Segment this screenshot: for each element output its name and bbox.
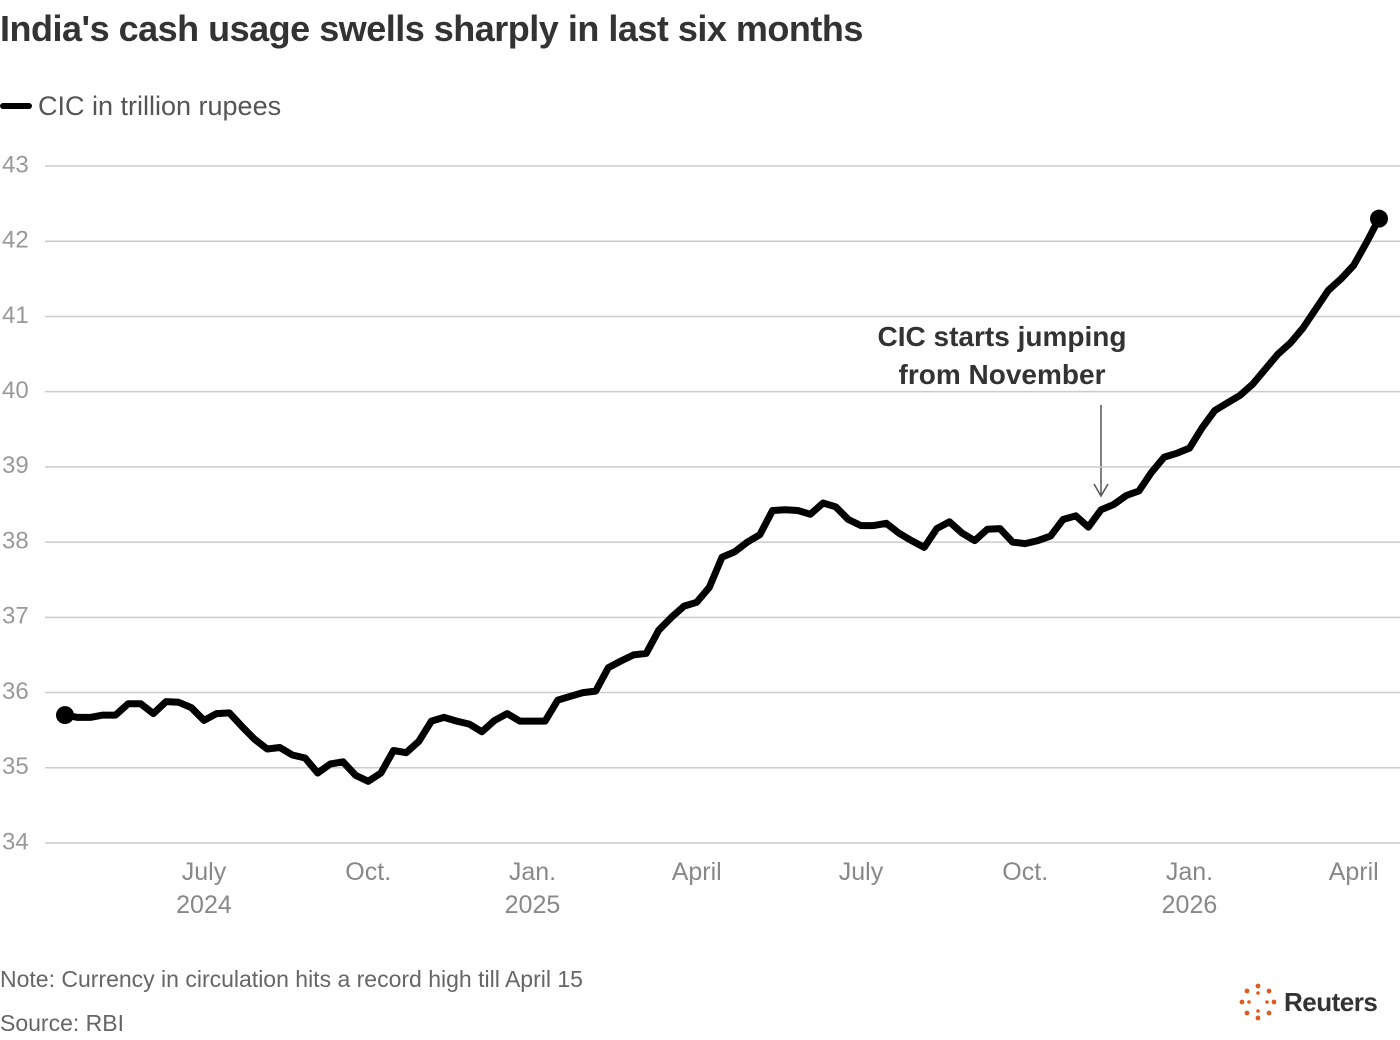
source: Source: RBI <box>0 1010 124 1036</box>
legend: CIC in trillion rupees <box>0 88 281 124</box>
logo-text: Reuters <box>1284 986 1378 1017</box>
y-tick-label: 43 <box>2 151 29 178</box>
end-point <box>56 706 74 725</box>
x-tick-label: Jan. 2026 <box>1161 858 1218 919</box>
y-tick-label: 35 <box>2 753 29 780</box>
x-tick-label: Oct. <box>345 858 392 886</box>
x-tick-label: July <box>838 858 884 886</box>
y-tick-label: 37 <box>2 603 29 630</box>
x-tick-label: April <box>671 858 722 886</box>
annotation-arrowhead <box>1093 483 1109 498</box>
y-tick-label: 40 <box>2 377 29 404</box>
y-tick-label: 41 <box>2 302 29 329</box>
x-tick-label: April <box>1328 858 1379 886</box>
logo: Reuters <box>1238 982 1378 1022</box>
annotation: CIC starts jumping from November <box>877 321 1127 390</box>
logo-mark <box>1239 983 1277 1021</box>
data-line <box>61 215 1383 785</box>
x-tick-label: Jan. 2025 <box>504 858 561 919</box>
chart-title: India's cash usage swells sharply in las… <box>0 8 863 49</box>
x-tick-label: July 2024 <box>176 858 232 919</box>
end-point <box>1370 209 1388 228</box>
legend-swatch <box>0 103 32 109</box>
y-tick-label: 34 <box>2 828 29 855</box>
note: Note: Currency in circulation hits a rec… <box>0 966 583 992</box>
legend-label: CIC in trillion rupees <box>38 90 282 121</box>
x-tick-label: Oct. <box>1002 858 1049 886</box>
y-tick-label: 38 <box>2 527 29 554</box>
y-tick-label: 36 <box>2 678 29 705</box>
y-tick-label: 39 <box>2 452 29 479</box>
y-tick-label: 42 <box>2 227 29 254</box>
